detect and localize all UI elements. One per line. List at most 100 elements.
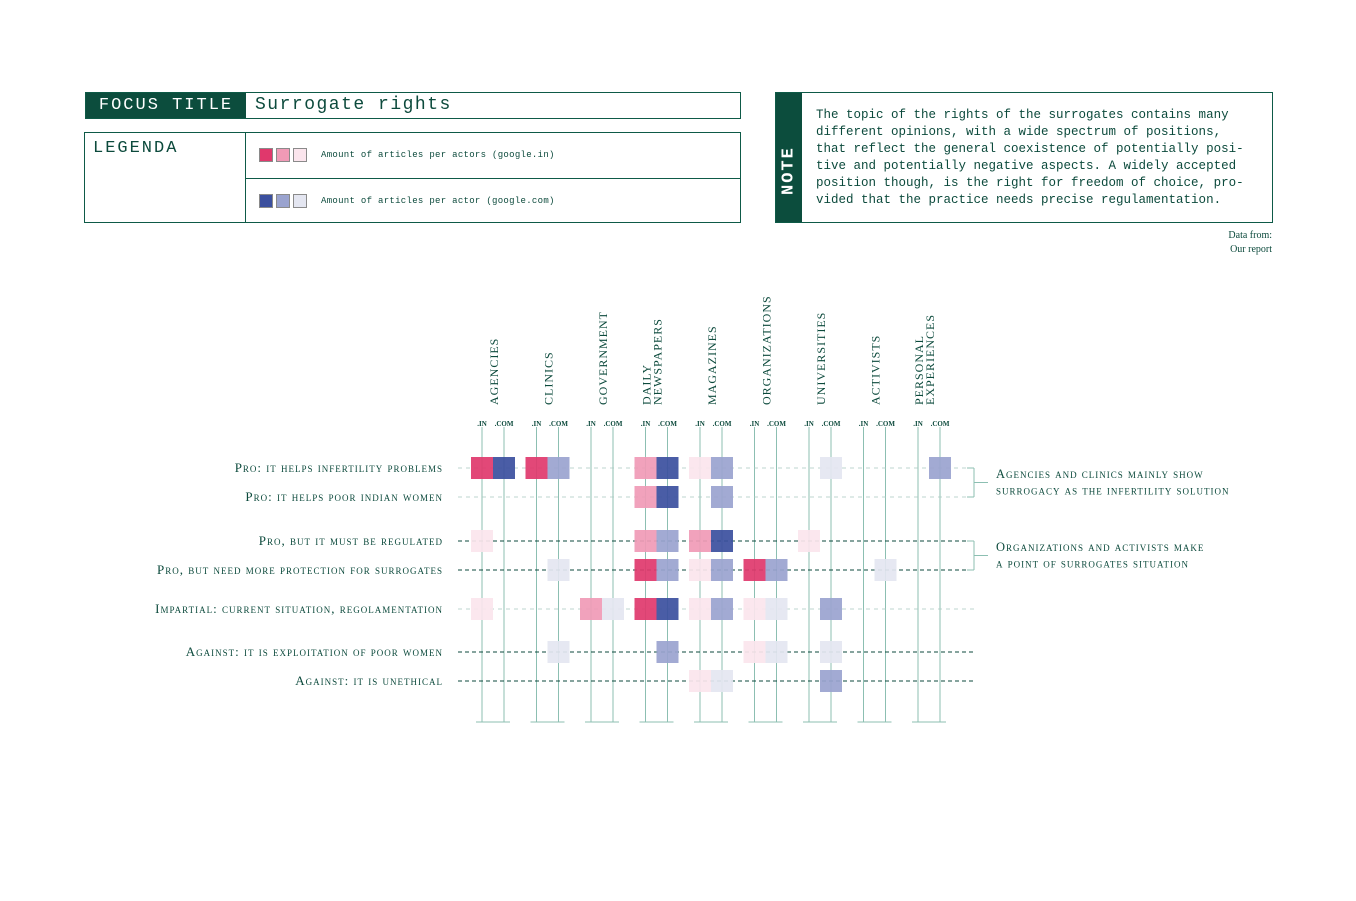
sub-column-label-in: .IN <box>641 420 651 428</box>
heat-cell-in <box>689 530 711 552</box>
heat-cell-com <box>547 641 570 663</box>
legend-divider <box>245 133 246 222</box>
sub-column-label-in: .IN <box>859 420 869 428</box>
row-label: Against: it is unethical <box>295 673 443 688</box>
heat-cell-in <box>743 598 766 620</box>
legend-swatch-in-high <box>259 148 273 162</box>
note-tag: NOTE <box>776 93 802 222</box>
sub-column-label-in: .IN <box>477 420 487 428</box>
heat-cell-com <box>874 559 897 581</box>
column-label: EXPERIENCES <box>923 314 937 405</box>
heat-cell-com <box>656 530 679 552</box>
heat-cell-com <box>765 598 788 620</box>
source-line-2: Our report <box>1230 244 1272 255</box>
heat-cell-in <box>580 598 602 620</box>
column-label: ORGANIZATIONS <box>760 295 774 405</box>
note-text: The topic of the rights of the surrogate… <box>816 108 1244 207</box>
heat-cell-com <box>656 486 679 508</box>
sub-column-label-com: .COM <box>713 420 732 428</box>
heat-cell-com <box>820 457 842 479</box>
heat-cell-in <box>689 559 711 581</box>
column-label: UNIVERSITIES <box>814 312 828 405</box>
heat-cell-com <box>547 457 570 479</box>
heat-cell-com <box>820 598 842 620</box>
column-label: CLINICS <box>542 351 556 405</box>
legend-row-in: Amount of articles per actors (google.in… <box>259 147 555 163</box>
sub-column-label-com: .COM <box>495 420 514 428</box>
column-label: MAGAZINES <box>705 325 719 405</box>
heat-cell-com <box>711 486 733 508</box>
heat-cell-in <box>634 486 657 508</box>
heat-cell-com <box>602 598 624 620</box>
sub-column-label-com: .COM <box>604 420 623 428</box>
annotation-text: surrogacy as the infertility solution <box>996 484 1229 498</box>
heat-cell-com <box>711 457 733 479</box>
legend-swatch-com-high <box>259 194 273 208</box>
heat-cell-in <box>471 530 493 552</box>
sub-column-label-in: .IN <box>804 420 814 428</box>
column-label: AGENCIES <box>487 338 501 405</box>
row-label: Impartial: current situation, regolament… <box>155 601 443 616</box>
heat-cell-in <box>471 457 493 479</box>
heat-cell-com <box>656 457 679 479</box>
column-label: PERSONAL <box>912 335 926 405</box>
sub-column-label-in: .IN <box>532 420 542 428</box>
heat-cell-com <box>711 598 733 620</box>
sub-column-label-com: .COM <box>549 420 568 428</box>
heat-cell-com <box>656 641 679 663</box>
sub-column-label-com: .COM <box>876 420 895 428</box>
heat-cell-com <box>929 457 951 479</box>
heat-cell-com <box>656 598 679 620</box>
legend-swatch-com-low <box>293 194 307 208</box>
column-label: ACTIVISTS <box>869 335 883 405</box>
annotation-text: Organizations and activists make <box>996 540 1204 554</box>
legend-swatch-com-mid <box>276 194 290 208</box>
legend-swatch-in-mid <box>276 148 290 162</box>
heat-cell-com <box>711 670 733 692</box>
heat-cell-com <box>493 457 515 479</box>
heat-cell-com <box>711 530 733 552</box>
heat-cell-in <box>634 530 657 552</box>
sub-column-label-in: .IN <box>913 420 923 428</box>
sub-column-label-in: .IN <box>586 420 596 428</box>
sub-column-label-in: .IN <box>695 420 705 428</box>
legend-divider <box>245 178 740 179</box>
heat-cell-com <box>820 670 842 692</box>
legend-row-com: Amount of articles per actor (google.com… <box>259 193 555 209</box>
page-title: Surrogate rights <box>255 95 452 115</box>
heat-cell-in <box>743 641 766 663</box>
heat-cell-in <box>471 598 493 620</box>
heat-cell-com <box>820 641 842 663</box>
annotation-text: a point of surrogates situation <box>996 557 1189 571</box>
note-box: NOTE The topic of the rights of the surr… <box>775 92 1273 223</box>
heat-cell-in <box>689 457 711 479</box>
sub-column-label-com: .COM <box>822 420 841 428</box>
row-label: Pro: it helps infertility problems <box>235 460 443 475</box>
sub-column-label-in: .IN <box>750 420 760 428</box>
legend-title: LEGENDA <box>93 139 179 158</box>
source-line-1: Data from: <box>1228 230 1272 241</box>
sub-column-label-com: .COM <box>658 420 677 428</box>
sub-column-label-com: .COM <box>931 420 950 428</box>
legend-label-com: Amount of articles per actor (google.com… <box>321 196 555 206</box>
heat-cell-in <box>743 559 766 581</box>
heat-cell-in <box>525 457 548 479</box>
row-label: Pro, but need more protection for surrog… <box>157 562 443 577</box>
heat-cell-com <box>711 559 733 581</box>
legend-swatch-in-low <box>293 148 307 162</box>
row-label: Against: it is exploitation of poor wome… <box>186 644 443 659</box>
heat-cell-com <box>547 559 570 581</box>
heat-cell-in <box>634 598 657 620</box>
row-label: Pro: it helps poor indian women <box>245 489 443 504</box>
heat-cell-in <box>634 457 657 479</box>
column-label: NEWSPAPERS <box>651 318 665 405</box>
data-source: Data from: Our report <box>1228 229 1272 257</box>
focus-tag: FOCUS TITLE <box>86 93 246 118</box>
focus-title-box: FOCUS TITLE Surrogate rights <box>85 92 741 119</box>
heat-cell-com <box>765 559 788 581</box>
heat-cell-in <box>634 559 657 581</box>
legend-label-in: Amount of articles per actors (google.in… <box>321 150 555 160</box>
column-label: DAILY <box>640 364 654 405</box>
annotation-text: Agencies and clinics mainly show <box>996 467 1204 481</box>
